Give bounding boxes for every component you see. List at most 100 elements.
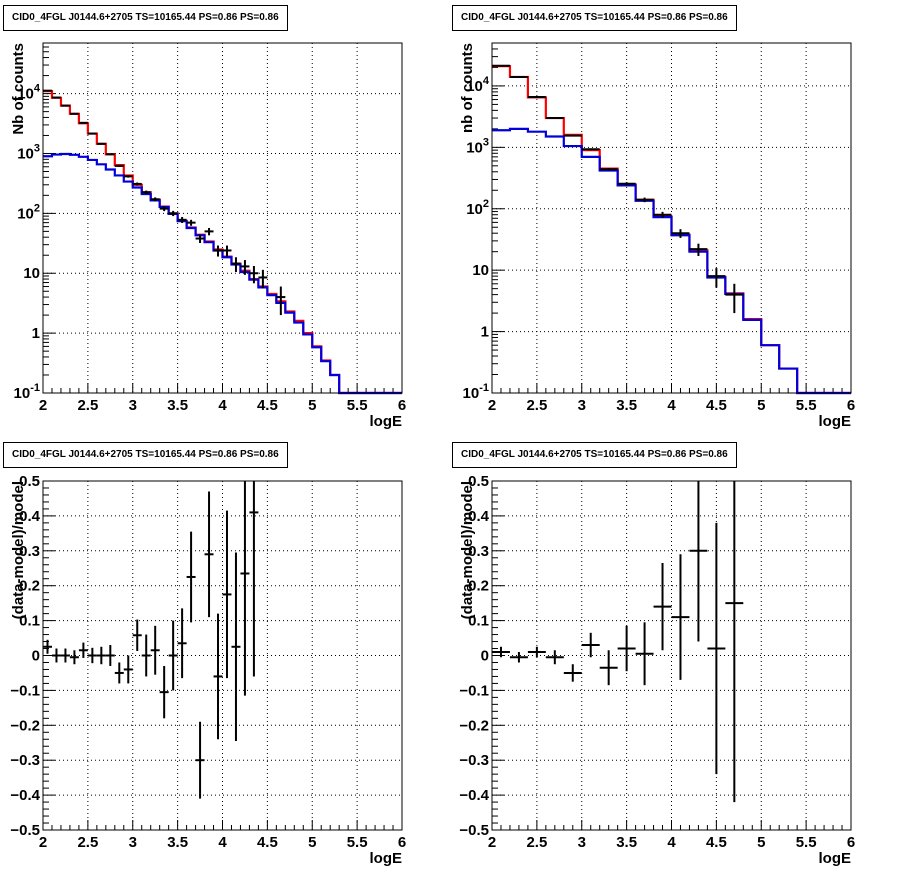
data-point bbox=[141, 190, 151, 195]
data-point bbox=[671, 229, 690, 238]
y-tick-label: 10 bbox=[23, 265, 40, 282]
model_background-line bbox=[43, 152, 402, 395]
data-point bbox=[105, 645, 115, 666]
x-tick-label: 5 bbox=[308, 397, 316, 414]
panel-title: CID0_4FGL J0144.6+2705 TS=10165.44 PS=0.… bbox=[3, 442, 288, 468]
data-point bbox=[653, 563, 672, 651]
x-tick-label: 4 bbox=[218, 834, 227, 851]
x-tick-label: 4 bbox=[667, 834, 676, 851]
data-point bbox=[581, 148, 600, 151]
x-tick-label: 4.5 bbox=[706, 834, 727, 851]
data-point bbox=[689, 481, 708, 642]
data-point bbox=[123, 175, 133, 178]
data-point bbox=[69, 112, 79, 115]
y-tick-label: 10-1 bbox=[14, 382, 40, 402]
x-tick-label: 5 bbox=[308, 834, 316, 851]
x-tick-label: 4.5 bbox=[257, 397, 278, 414]
x-tick-label: 5 bbox=[757, 397, 765, 414]
data-point bbox=[222, 245, 232, 257]
data-point bbox=[123, 655, 133, 684]
x-tick-label: 4 bbox=[667, 397, 676, 414]
counts-panel-top-right: CID0_4FGL J0144.6+2705 TS=10165.44 PS=0.… bbox=[449, 0, 898, 437]
data-point bbox=[635, 197, 654, 203]
x-tick-label: 3.5 bbox=[616, 834, 637, 851]
x-tick-label: 6 bbox=[398, 834, 406, 851]
x-tick-label: 2 bbox=[488, 834, 496, 851]
model_background-line bbox=[492, 127, 851, 395]
data-point bbox=[492, 646, 510, 658]
data-point bbox=[653, 211, 672, 218]
y-tick-label: 0.2 bbox=[19, 578, 40, 595]
x-tick-label: 3.5 bbox=[167, 397, 188, 414]
x-tick-label: 5 bbox=[757, 834, 765, 851]
y-tick-label: 0.5 bbox=[19, 473, 40, 490]
x-tick-label: 2.5 bbox=[526, 834, 547, 851]
y-tick-label: −0.3 bbox=[10, 752, 40, 769]
x-tick-label: 4.5 bbox=[257, 834, 278, 851]
data-points bbox=[43, 89, 286, 316]
data-point bbox=[635, 622, 654, 686]
x-tick-label: 5.5 bbox=[796, 834, 817, 851]
y-tick-label: 0.5 bbox=[468, 473, 489, 490]
data-point bbox=[78, 121, 88, 124]
data-point bbox=[132, 619, 142, 651]
x-tick-label: 2 bbox=[39, 397, 47, 414]
y-axis-title: (data-model)/model bbox=[10, 481, 27, 619]
data-point bbox=[159, 665, 169, 719]
data-point bbox=[186, 219, 196, 226]
data-point bbox=[258, 269, 268, 289]
y-tick-label: 0.3 bbox=[19, 543, 40, 560]
data-point bbox=[168, 620, 178, 691]
data-point bbox=[177, 216, 187, 224]
y-tick-label: 10 bbox=[472, 262, 489, 279]
x-tick-label: 6 bbox=[847, 397, 855, 414]
x-tick-label: 5.5 bbox=[347, 834, 368, 851]
data-point bbox=[43, 89, 52, 92]
data-point bbox=[195, 721, 205, 799]
data-point bbox=[69, 650, 79, 665]
data-point bbox=[617, 182, 636, 186]
y-tick-label: −0.1 bbox=[459, 682, 489, 699]
data-point bbox=[60, 648, 70, 663]
y-axis-title: (data-model)/model bbox=[459, 481, 476, 619]
y-tick-label: −0.4 bbox=[459, 787, 489, 804]
data-point bbox=[51, 648, 61, 663]
y-tick-label: −0.5 bbox=[459, 822, 489, 839]
data-point bbox=[213, 613, 223, 740]
x-tick-label: 5.5 bbox=[347, 397, 368, 414]
data-point bbox=[60, 104, 70, 107]
data-point bbox=[177, 608, 187, 679]
y-tick-label: 0.1 bbox=[468, 613, 489, 630]
residuals-chart: 2 2.5 3 3.5 4 4.5 5 5.5 6 −0.5 −0.4 −0.3 −0.2 −0.1 0 0.… bbox=[459, 473, 855, 867]
data-point bbox=[87, 647, 97, 664]
data-point bbox=[240, 260, 250, 275]
y-tick-label: 103 bbox=[17, 142, 40, 162]
x-tick-label: 5.5 bbox=[796, 397, 817, 414]
data-point bbox=[114, 164, 124, 167]
data-point bbox=[563, 134, 582, 137]
x-axis-title: logE bbox=[370, 850, 403, 867]
x-tick-label: 3 bbox=[578, 397, 586, 414]
data-point bbox=[204, 491, 214, 618]
y-axis-title: Nb of counts bbox=[10, 43, 27, 135]
counts-chart: 2 2.5 3 3.5 4 4.5 5 5.5 610-1110102103104logENb … bbox=[10, 42, 406, 430]
data-point bbox=[150, 625, 160, 675]
x-tick-label: 4.5 bbox=[706, 397, 727, 414]
plot-frame bbox=[42, 480, 403, 831]
residuals-panel-bottom-right: CID0_4FGL J0144.6+2705 TS=10165.44 PS=0.… bbox=[449, 437, 898, 875]
data-point bbox=[599, 650, 618, 686]
y-tick-label: 0.4 bbox=[19, 508, 41, 525]
x-tick-label: 6 bbox=[398, 397, 406, 414]
data-point bbox=[563, 664, 582, 682]
x-tick-label: 2.5 bbox=[77, 834, 98, 851]
panel-title: CID0_4FGL J0144.6+2705 TS=10165.44 PS=0.… bbox=[3, 5, 288, 31]
data-point bbox=[222, 510, 232, 679]
x-tick-label: 6 bbox=[847, 834, 855, 851]
y-axis-title: nb of counts bbox=[459, 43, 476, 133]
y-tick-label: 0.3 bbox=[468, 543, 489, 560]
data-point bbox=[231, 552, 241, 742]
x-tick-label: 2 bbox=[39, 834, 47, 851]
data-point bbox=[213, 245, 223, 257]
data-point bbox=[545, 117, 564, 120]
data-point bbox=[159, 206, 169, 212]
